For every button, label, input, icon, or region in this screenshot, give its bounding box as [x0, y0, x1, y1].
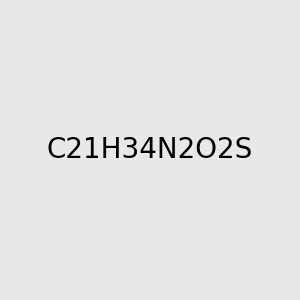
Text: C21H34N2O2S: C21H34N2O2S — [47, 136, 253, 164]
